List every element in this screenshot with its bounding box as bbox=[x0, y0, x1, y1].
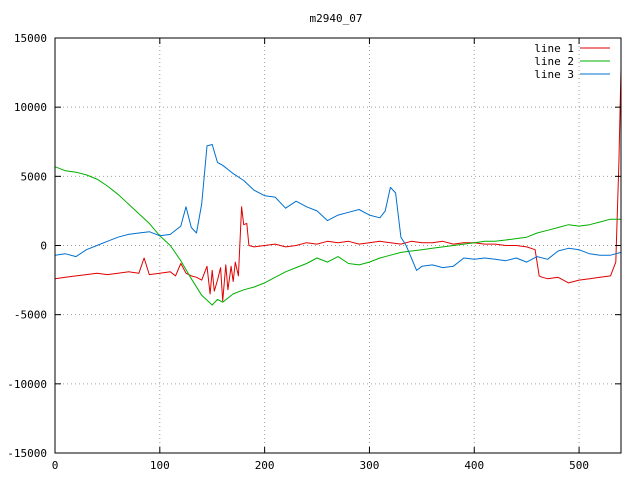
x-tick-label: 500 bbox=[569, 459, 589, 472]
series-line-2 bbox=[54, 166, 621, 306]
y-tick-label: 0 bbox=[40, 240, 47, 253]
x-tick-label: 400 bbox=[464, 459, 484, 472]
y-tick-label: 15000 bbox=[14, 32, 47, 45]
x-tick-label: 0 bbox=[52, 459, 59, 472]
legend-label: line 3 bbox=[534, 68, 574, 81]
y-tick-label: -15000 bbox=[7, 447, 47, 460]
legend-label: line 2 bbox=[534, 55, 574, 68]
chart-title: m2940_07 bbox=[310, 12, 363, 25]
series-line-3 bbox=[54, 144, 622, 271]
y-tick-label: -5000 bbox=[14, 309, 47, 322]
y-tick-label: 5000 bbox=[21, 170, 48, 183]
y-tick-label: 10000 bbox=[14, 101, 47, 114]
x-tick-label: 200 bbox=[255, 459, 275, 472]
x-tick-label: 100 bbox=[150, 459, 170, 472]
series-line-1 bbox=[54, 68, 622, 302]
y-tick-label: -10000 bbox=[7, 378, 47, 391]
grid bbox=[55, 38, 621, 453]
legend-label: line 1 bbox=[534, 42, 574, 55]
axis-ticks: 0 100 200 300 400 500 -15000 -10000 -5000 0 5000 10… bbox=[7, 32, 621, 472]
series-lines bbox=[54, 68, 622, 306]
x-tick-label: 300 bbox=[360, 459, 380, 472]
